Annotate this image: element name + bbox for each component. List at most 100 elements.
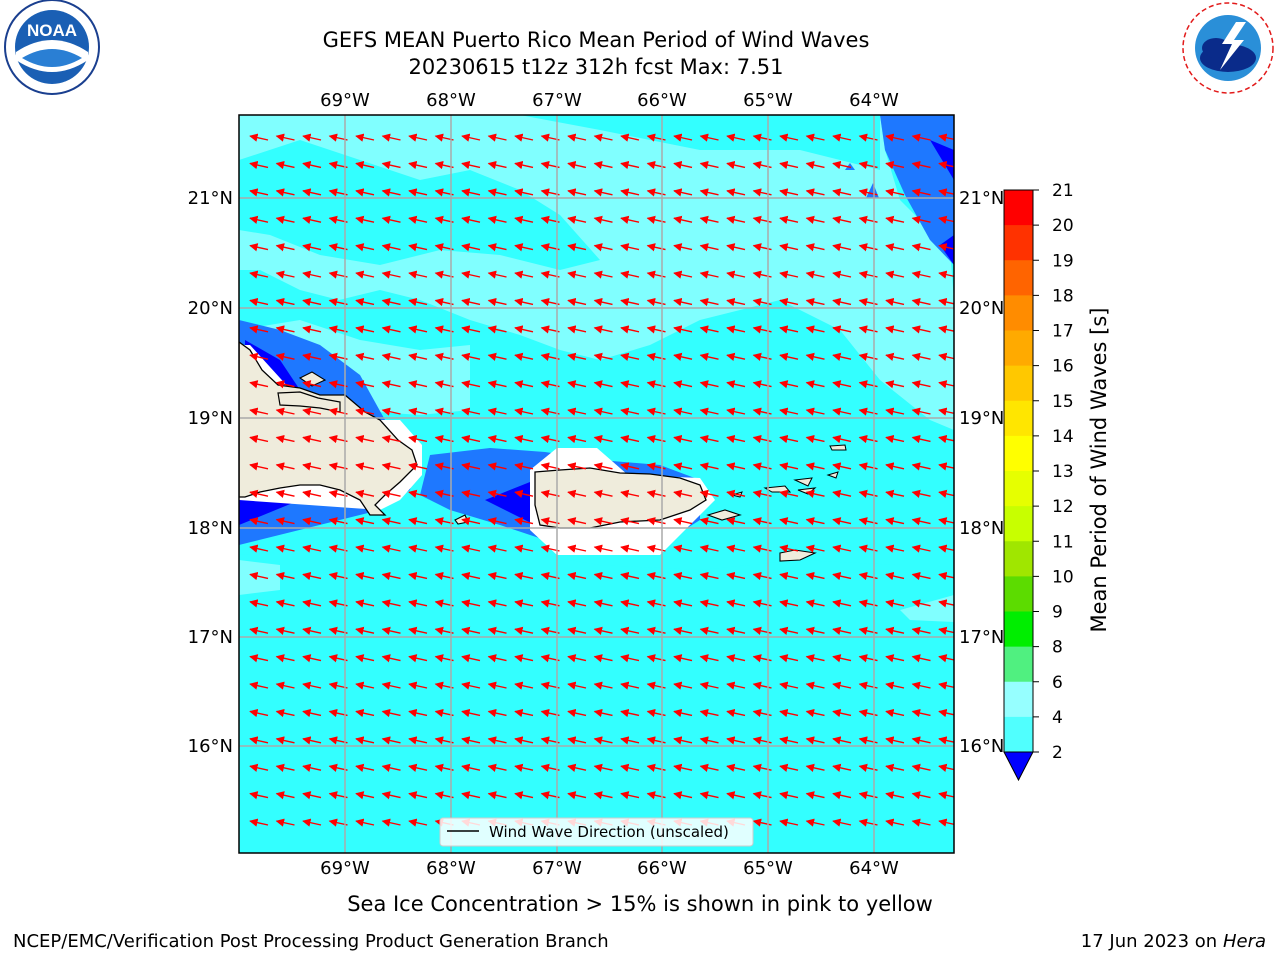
wind-arrow xyxy=(938,517,954,526)
wind-arrow xyxy=(938,708,954,718)
wind-arrow xyxy=(487,352,507,361)
lon-label: 68°W xyxy=(426,90,476,111)
wind-arrow xyxy=(779,407,799,416)
wind-arrow xyxy=(938,133,954,142)
wind-arrow xyxy=(567,791,587,800)
wind-arrow xyxy=(381,215,401,224)
wind-arrow xyxy=(567,188,587,197)
wind-arrow xyxy=(620,708,640,718)
wind-arrow xyxy=(938,681,954,690)
wind-arrow xyxy=(514,215,534,224)
chart-title-line2: 20230615 t12z 312h fcst Max: 7.51 xyxy=(408,55,784,79)
wind-arrow xyxy=(673,160,693,170)
wind-arrow xyxy=(514,626,534,635)
wind-arrow xyxy=(355,325,375,334)
wind-arrow xyxy=(726,571,746,581)
wind-arrow xyxy=(620,571,640,581)
wind-arrow xyxy=(355,270,375,279)
wind-arrow xyxy=(302,215,322,224)
wind-arrow xyxy=(302,325,322,334)
wind-arrow xyxy=(567,544,587,553)
wind-arrow xyxy=(408,407,428,416)
wind-arrow xyxy=(620,380,640,389)
wind-arrow xyxy=(699,188,719,197)
wind-arrow xyxy=(302,571,322,581)
colorbar-tick-label: 14 xyxy=(1052,427,1074,447)
wind-arrow xyxy=(779,599,799,608)
wind-arrow xyxy=(593,599,613,608)
wind-arrow xyxy=(355,626,375,635)
wind-arrow xyxy=(832,736,852,745)
wind-arrow xyxy=(355,818,375,827)
wind-arrow xyxy=(938,188,954,197)
wind-arrow xyxy=(567,763,587,772)
wind-arrow xyxy=(938,407,954,416)
wind-arrow xyxy=(275,599,295,608)
wind-arrow xyxy=(673,489,693,498)
wind-arrow xyxy=(567,352,587,361)
wind-arrow xyxy=(938,160,954,170)
wind-arrow xyxy=(302,434,322,444)
wind-arrow xyxy=(487,160,507,170)
wind-arrow xyxy=(275,791,295,800)
wind-arrow xyxy=(885,215,905,224)
wind-arrow xyxy=(673,434,693,444)
wind-arrow xyxy=(885,160,905,170)
wind-arrow xyxy=(673,270,693,279)
wind-arrow xyxy=(620,297,640,307)
wind-arrow xyxy=(355,763,375,772)
colorbar-tick-label: 21 xyxy=(1052,181,1074,201)
wind-arrow xyxy=(805,544,825,553)
wind-arrow xyxy=(726,462,746,471)
wind-arrow xyxy=(381,434,401,444)
wind-arrow xyxy=(779,462,799,471)
lon-label: 66°W xyxy=(637,90,687,111)
wind-arrow xyxy=(461,325,481,334)
wind-arrow xyxy=(938,434,954,444)
wind-arrow xyxy=(567,325,587,334)
wind-arrow xyxy=(911,599,931,608)
wind-arrow xyxy=(620,599,640,608)
wind-arrow xyxy=(938,297,954,307)
wind-arrow xyxy=(275,489,295,498)
wind-arrow xyxy=(805,681,825,690)
wind-arrow xyxy=(408,571,428,581)
wind-arrow xyxy=(249,736,269,745)
wind-arrow xyxy=(355,297,375,307)
wind-arrow xyxy=(487,133,507,142)
wind-arrow xyxy=(726,489,746,498)
wind-arrow xyxy=(408,763,428,772)
wind-arrow xyxy=(673,571,693,581)
wind-arrow xyxy=(381,489,401,498)
colorbar-swatch xyxy=(1004,400,1033,437)
wind-arrow xyxy=(885,434,905,444)
wind-arrow xyxy=(726,517,746,526)
wind-arrow xyxy=(249,380,269,389)
lat-label: 21°N xyxy=(959,188,1004,209)
colorbar-swatch xyxy=(1004,435,1033,472)
wind-arrow xyxy=(567,708,587,718)
lat-label: 16°N xyxy=(188,736,233,757)
wind-arrow xyxy=(275,188,295,197)
colorbar-tick-label: 12 xyxy=(1052,497,1074,517)
wind-arrow xyxy=(355,599,375,608)
wind-arrow xyxy=(805,325,825,334)
wind-arrow xyxy=(408,818,428,827)
wind-arrow xyxy=(355,407,375,416)
wind-arrow xyxy=(275,763,295,772)
lat-label: 17°N xyxy=(188,627,233,648)
wind-arrow xyxy=(275,654,295,663)
wind-arrow xyxy=(779,654,799,663)
wind-arrow xyxy=(514,434,534,444)
footer-date-text: 17 Jun 2023 on xyxy=(1080,931,1218,952)
wind-arrow xyxy=(805,599,825,608)
wind-arrow xyxy=(885,188,905,197)
wind-arrow xyxy=(832,654,852,663)
wind-arrow xyxy=(593,489,613,498)
wind-arrow xyxy=(779,352,799,361)
wind-arrow xyxy=(567,571,587,581)
wind-arrow xyxy=(487,708,507,718)
map-legend: Wind Wave Direction (unscaled) xyxy=(439,817,754,847)
wind-arrow xyxy=(779,160,799,170)
wind-arrow xyxy=(275,544,295,553)
